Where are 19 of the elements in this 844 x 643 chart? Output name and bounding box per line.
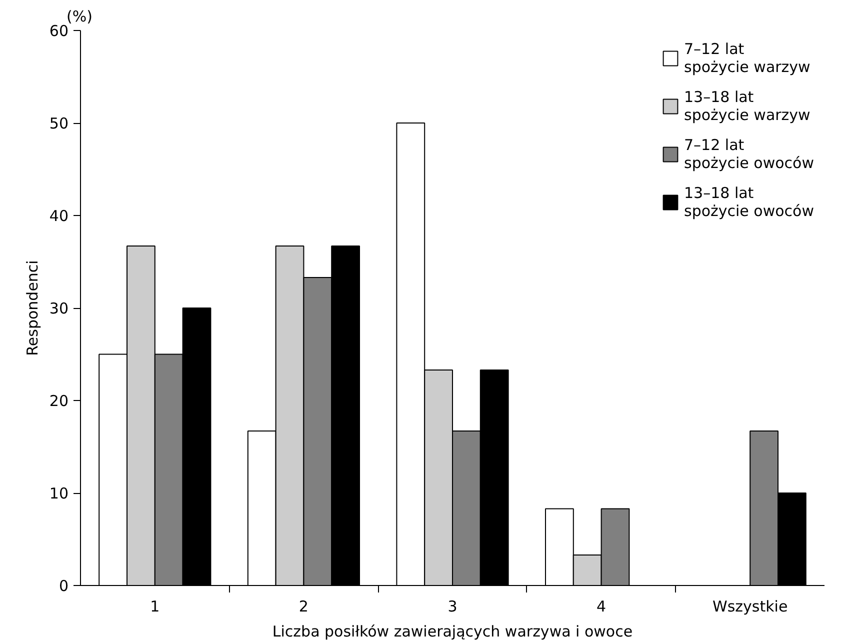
text: (%): [66, 8, 92, 26]
y-tick-label: 30: [49, 300, 69, 318]
x-tick-label: 4: [596, 598, 606, 616]
legend-label: 7–12 lat spożycie owoców: [684, 136, 814, 172]
y-tick-label: 10: [49, 484, 69, 502]
x-axis-title: Liczba posiłków zawierających warzywa i owoce: [272, 622, 633, 640]
x-tick-label: Wszystkie: [712, 598, 788, 616]
y-tick-label: 50: [49, 114, 69, 132]
y-axis-title: Respondenci: [23, 260, 42, 356]
x-tick-label: 3: [448, 598, 458, 616]
x-tick-label: 1: [150, 598, 160, 616]
legend-label: 13–18 lat spożycie warzyw: [684, 88, 810, 124]
y-tick-label: 0: [58, 577, 69, 595]
y-tick-label: 60: [49, 22, 69, 40]
y-tick-label: 40: [49, 207, 69, 225]
legend-label: 7–12 lat spożycie warzyw: [684, 40, 810, 76]
y-tick-label: 20: [49, 392, 69, 410]
legend-label: 13–18 lat spożycie owoców: [684, 184, 814, 220]
x-tick-label: 2: [298, 598, 308, 616]
